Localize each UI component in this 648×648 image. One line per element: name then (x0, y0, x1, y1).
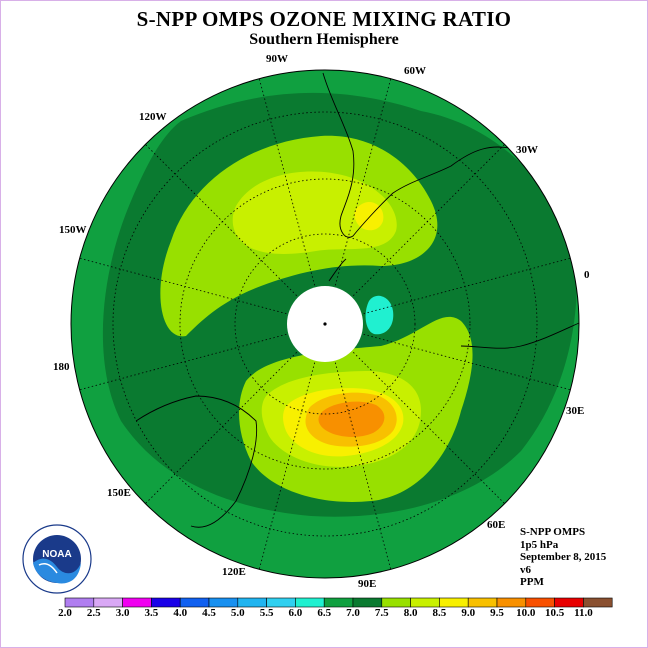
lat-circle-45s (179, 178, 471, 470)
band-8-0-upper (232, 171, 397, 254)
lon-label-120w: 120W (139, 111, 167, 123)
colorbar-label: 9.0 (461, 607, 476, 619)
info-block: S-NPP OMPS 1p5 hPa September 8, 2015 v6 … (520, 526, 606, 589)
colorbar-label: 11.0 (574, 607, 593, 619)
colorbar-swatch (151, 597, 181, 608)
colorbar-swatch (439, 597, 469, 608)
colorbar-label: 9.5 (490, 607, 504, 619)
info-pressure: 1p5 hPa (520, 538, 559, 551)
colorbar-label: 10.0 (516, 607, 536, 619)
colorbar-swatch (179, 597, 210, 608)
lat-circle-30s (112, 111, 538, 537)
colorbar-label: 5.5 (259, 607, 274, 619)
lon-label-90e: 90E (358, 578, 377, 590)
colorbar-swatch (583, 597, 613, 608)
lon-label-150e: 150E (107, 487, 131, 499)
coastline-south-america (322, 72, 577, 238)
colorbar-swatch (64, 597, 95, 608)
lon-label-90w: 90W (266, 53, 288, 65)
lon-label-60w: 60W (404, 65, 426, 77)
colorbar-label: 8.0 (403, 607, 418, 619)
colorbar-label: 4.5 (202, 607, 216, 619)
info-date: September 8, 2015 (520, 551, 607, 564)
info-instrument: S-NPP OMPS (520, 526, 586, 538)
colorbar-label: 7.0 (346, 607, 360, 619)
band-5-5 (365, 295, 394, 335)
info-units: PPM (520, 576, 544, 589)
lon-label-150w: 150W (59, 224, 87, 236)
colorbar-swatch (554, 597, 584, 608)
colorbar-swatch (352, 597, 383, 608)
colorbar-label: 2.0 (58, 607, 72, 619)
map-border (70, 69, 580, 579)
colorbar-label: 6.0 (288, 607, 303, 619)
colorbar-swatch (208, 597, 239, 608)
coastline-antarctic-peninsula (328, 258, 347, 282)
lon-label-120e: 120E (222, 566, 246, 578)
lon-label-0: 0 (584, 269, 590, 281)
lon-label-30e: 30E (566, 405, 585, 417)
noaa-logo: NOAA (22, 524, 92, 594)
coastline-australia (135, 395, 258, 528)
colorbar-swatch (381, 597, 411, 608)
lon-label-60e: 60E (487, 519, 506, 531)
colorbar-swatch (496, 597, 527, 608)
colorbar-label: 10.5 (544, 607, 565, 619)
colorbar-swatch (410, 597, 440, 608)
colorbar-label: 5.0 (230, 607, 245, 619)
colorbar-swatch (93, 597, 123, 608)
south-pole-marker (323, 322, 327, 326)
band-9-5 (318, 401, 385, 437)
colorbar-swatch (295, 597, 325, 608)
info-version: v6 (520, 563, 531, 576)
colorbar-swatch (323, 597, 354, 608)
colorbar-swatch (266, 597, 296, 608)
colorbar-label: 3.0 (115, 607, 130, 619)
colorbar-label: 3.5 (144, 607, 159, 619)
lat-circle-60s (234, 233, 416, 415)
page-subtitle: Southern Hemisphere (249, 31, 399, 48)
page-title: S-NPP OMPS OZONE MIXING RATIO (136, 7, 512, 31)
colorbar-label: 6.5 (317, 607, 332, 619)
lon-label-30w: 30W (516, 144, 538, 156)
coastline-africa (460, 322, 579, 349)
colorbar-label: 8.5 (432, 607, 447, 619)
colorbar-swatch (237, 597, 267, 608)
colorbar-swatch (122, 597, 152, 608)
colorbar-label: 4.0 (173, 607, 188, 619)
colorbar-label: 7.5 (374, 607, 389, 619)
colorbar-swatch (525, 597, 555, 608)
lon-label-180: 180 (53, 361, 70, 373)
logo-text: NOAA (42, 549, 71, 560)
colorbar-label: 2.5 (86, 607, 101, 619)
colorbar-swatch (467, 597, 498, 608)
